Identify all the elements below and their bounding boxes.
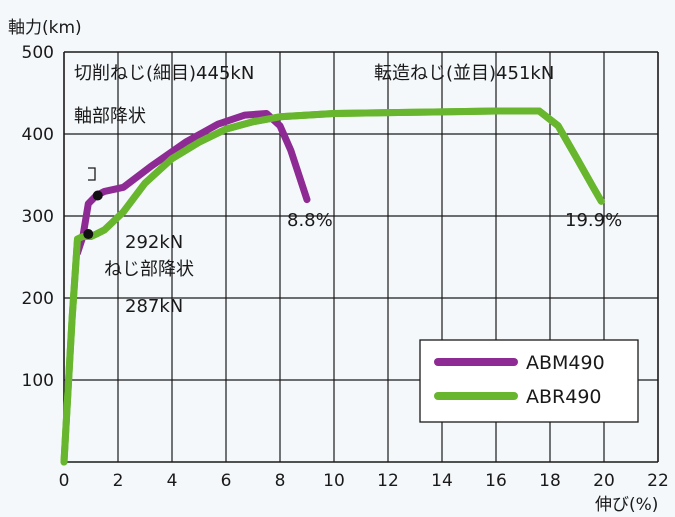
- series-line-abm490: [74, 110, 311, 257]
- x-tick-label: 6: [221, 471, 232, 491]
- legend-box: [419, 339, 639, 423]
- annotation-elongation-abm: 8.8%: [287, 210, 333, 231]
- x-axis-title: 伸び(%): [595, 495, 658, 515]
- annotation-rolled-thread: 転造ねじ(並目)451kN: [374, 63, 554, 84]
- legend: ABM490 ABR490: [419, 339, 639, 423]
- x-tick-label: 10: [323, 471, 345, 491]
- y-tick-label: 500: [22, 43, 54, 63]
- annotation-shaft-yield: 軸部降状: [74, 106, 146, 127]
- x-tick-label: 22: [647, 471, 669, 491]
- yield-point-marker: [83, 229, 94, 240]
- annotation-287kn: 287kN: [125, 296, 183, 317]
- yield-point-marker: [92, 190, 103, 201]
- annotation-bracket: [88, 167, 96, 181]
- x-tick-label: 16: [485, 471, 507, 491]
- x-tick-label: 2: [113, 471, 124, 491]
- y-axis-title: 軸力(km): [8, 18, 82, 38]
- x-tick-label: 8: [275, 471, 286, 491]
- legend-label-abr490: ABR490: [526, 386, 602, 408]
- x-tick-labels: 0 2 4 6 8 10 12 14 16 18 20 22: [59, 471, 669, 491]
- x-tick-label: 20: [593, 471, 615, 491]
- x-tick-label: 0: [59, 471, 70, 491]
- y-tick-label: 400: [22, 125, 54, 145]
- y-tick-label: 200: [22, 289, 54, 309]
- x-tick-label: 12: [377, 471, 399, 491]
- annotation-elongation-abr: 19.9%: [565, 210, 622, 231]
- annotation-thread-yield: ねじ部降状: [104, 259, 194, 280]
- y-tick-label: 100: [22, 371, 54, 391]
- annotation-cut-thread: 切削ねじ(細目)445kN: [74, 63, 254, 84]
- x-tick-label: 4: [167, 471, 178, 491]
- x-tick-label: 14: [431, 471, 453, 491]
- legend-label-abm490: ABM490: [526, 352, 605, 374]
- yield-points: [83, 190, 103, 240]
- x-tick-label: 18: [539, 471, 561, 491]
- y-tick-labels: 100 200 300 400 500: [22, 43, 54, 391]
- annotation-292kn: 292kN: [125, 232, 183, 253]
- y-tick-label: 300: [22, 207, 54, 227]
